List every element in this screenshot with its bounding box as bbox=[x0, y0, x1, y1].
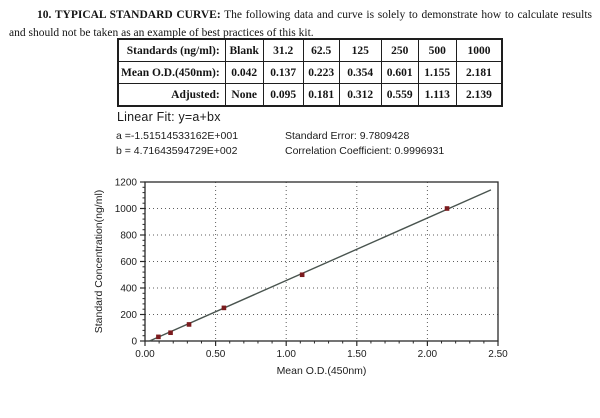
section-heading: 10. TYPICAL STANDARD CURVE: bbox=[37, 9, 221, 21]
table-cell: 31.2 bbox=[262, 38, 304, 62]
table-row: Standards (ng/ml): Blank 31.2 62.5 125 2… bbox=[117, 38, 503, 62]
table-cell: Blank bbox=[224, 38, 264, 62]
fit-standard-error: Standard Error: 9.7809428 bbox=[285, 130, 410, 142]
table-cell: 0.223 bbox=[302, 61, 340, 84]
table-row: Adjusted: None 0.095 0.181 0.312 0.559 1… bbox=[117, 83, 503, 107]
table-cell: 0.601 bbox=[380, 61, 419, 84]
fit-slope: b = 4.71643594729E+002 bbox=[116, 145, 238, 157]
fit-correlation: Correlation Coefficient: 0.9996931 bbox=[285, 145, 445, 157]
table-cell: 500 bbox=[417, 38, 457, 62]
table-cell: 1.155 bbox=[417, 61, 457, 84]
section-heading-text: The following data and curve is solely t… bbox=[9, 9, 592, 39]
table-cell: 0.559 bbox=[380, 83, 419, 107]
svg-text:600: 600 bbox=[120, 257, 137, 268]
table-cell: 2.181 bbox=[455, 61, 503, 84]
table-cell: 250 bbox=[380, 38, 419, 62]
table-cell: 2.139 bbox=[455, 83, 503, 107]
fit-intercept: a =-1.51514533162E+001 bbox=[116, 130, 239, 142]
row-label: Standards (ng/ml): bbox=[117, 38, 226, 62]
row-label: Mean O.D.(450nm): bbox=[117, 61, 226, 84]
table-cell: 0.312 bbox=[338, 83, 382, 107]
svg-text:400: 400 bbox=[120, 284, 137, 295]
table-cell: 0.095 bbox=[262, 83, 304, 107]
svg-text:1200: 1200 bbox=[115, 178, 138, 189]
table-cell: 62.5 bbox=[302, 38, 340, 62]
svg-text:0.00: 0.00 bbox=[135, 349, 155, 360]
table-cell: 0.042 bbox=[224, 61, 264, 84]
svg-text:1000: 1000 bbox=[115, 204, 138, 215]
row-label: Adjusted: bbox=[117, 83, 226, 107]
standard-curve-chart: 0 200 400 600 800 1000 1200 0.00 0.50 1.00 1.50 2.0… bbox=[93, 178, 508, 378]
svg-text:Standard Concentration(ng/ml): Standard Concentration(ng/ml) bbox=[93, 190, 105, 334]
table-row: Mean O.D.(450nm): 0.042 0.137 0.223 0.35… bbox=[117, 61, 503, 84]
svg-text:Mean O.D.(450nm): Mean O.D.(450nm) bbox=[277, 365, 367, 377]
svg-text:2.00: 2.00 bbox=[418, 349, 438, 360]
fit-title: Linear Fit: y=a+bx bbox=[117, 110, 221, 124]
table-cell: 125 bbox=[338, 38, 382, 62]
table-cell: 1000 bbox=[455, 38, 503, 62]
table-cell: 0.354 bbox=[338, 61, 382, 84]
standards-table: Standards (ng/ml): Blank 31.2 62.5 125 2… bbox=[117, 38, 504, 107]
table-cell: 0.137 bbox=[262, 61, 304, 84]
table-cell: None bbox=[224, 83, 264, 107]
intro-paragraph: 10. TYPICAL STANDARD CURVE: The followin… bbox=[9, 6, 592, 42]
table-cell: 1.113 bbox=[417, 83, 457, 107]
svg-text:200: 200 bbox=[120, 310, 137, 321]
svg-text:0: 0 bbox=[131, 337, 137, 348]
svg-text:1.00: 1.00 bbox=[276, 349, 296, 360]
svg-text:800: 800 bbox=[120, 231, 137, 242]
svg-text:0.50: 0.50 bbox=[206, 349, 226, 360]
svg-text:2.50: 2.50 bbox=[488, 349, 508, 360]
svg-text:1.50: 1.50 bbox=[347, 349, 367, 360]
table-cell: 0.181 bbox=[302, 83, 340, 107]
